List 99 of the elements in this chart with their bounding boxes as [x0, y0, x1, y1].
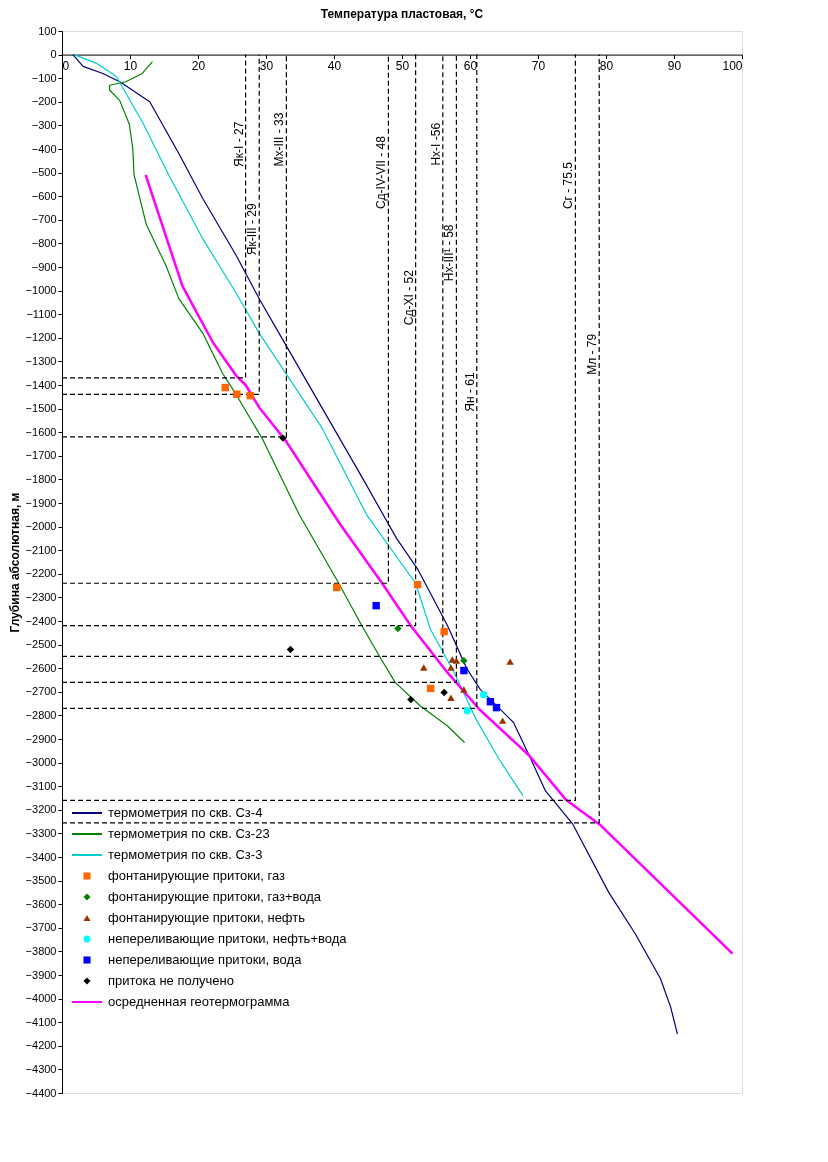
annotation: Сд-IV-VII - 48 — [374, 135, 389, 210]
y-tick-label: −2100 — [25, 543, 57, 556]
point — [460, 666, 468, 675]
annotation: Мх-III - 33 — [272, 112, 287, 167]
x-tick-label: 100 — [722, 59, 743, 74]
annotation: Мл - 79 — [585, 333, 600, 375]
legend-label: фонтанирующие притоки, газ — [108, 868, 285, 883]
point — [233, 390, 241, 398]
y-tick-label: −2500 — [25, 638, 57, 651]
legend-label: термометрия по скв. Сз-4 — [108, 805, 263, 820]
point — [463, 706, 471, 715]
annotation: Як-III - 29 — [245, 202, 260, 256]
point — [447, 694, 455, 701]
y-tick-label: −2000 — [25, 520, 57, 533]
y-tick-label: −2200 — [25, 567, 57, 580]
point — [506, 658, 514, 665]
point — [460, 686, 468, 693]
point — [440, 627, 448, 636]
legend-label: фонтанирующие притоки, газ+вода — [108, 889, 322, 904]
y-tick-label: −300 — [31, 118, 57, 131]
y-tick-label: −500 — [31, 166, 57, 179]
y-tick-label: −900 — [31, 260, 57, 273]
y-tick-label: −3400 — [25, 850, 57, 863]
point — [221, 383, 229, 392]
annotation: Сг - 75.5 — [561, 161, 576, 210]
legend-label: непереливающие притоки, вода — [108, 952, 303, 967]
annotation: Нх-I -56 — [428, 122, 443, 166]
y-tick-label: −1200 — [25, 331, 57, 344]
x-tick-label: 50 — [395, 59, 410, 74]
y-tick-label: −1700 — [25, 449, 57, 462]
y-tick-label: −3700 — [25, 921, 57, 934]
legend-label: термометрия по скв. Сз-3 — [108, 847, 263, 862]
point — [498, 717, 507, 724]
x-tick-label: 0 — [62, 59, 70, 74]
y-tick-label: −1100 — [26, 307, 57, 320]
legend-label: осредненная геотермограмма — [108, 994, 291, 1009]
y-tick-label: −1300 — [25, 354, 57, 367]
y-tick-label: −2900 — [25, 732, 57, 745]
y-tick-label: −2700 — [25, 685, 57, 698]
annotation: Ян - 61 — [462, 372, 477, 412]
x-tick-label: 40 — [327, 59, 342, 74]
point — [452, 657, 461, 664]
x-tick-label: 10 — [123, 59, 138, 74]
y-tick-label: −600 — [31, 189, 57, 202]
x-tick-label: 70 — [531, 59, 546, 74]
y-tick-label: −3800 — [25, 944, 57, 957]
point — [479, 690, 488, 699]
y-tick-label: −700 — [31, 213, 57, 226]
line-series — [109, 61, 466, 744]
y-tick-label: −2800 — [25, 708, 57, 721]
y-tick-label: −1000 — [25, 284, 57, 297]
x-tick-label: 80 — [599, 59, 614, 74]
x-tick-label: 60 — [463, 59, 478, 74]
x-tick-label: 30 — [259, 59, 274, 74]
y-tick-label: −1800 — [25, 472, 57, 485]
y-axis-title: Глубина абсолютная, м — [7, 492, 22, 633]
point — [460, 656, 468, 665]
y-tick-label: −4300 — [25, 1062, 57, 1075]
point — [286, 645, 295, 654]
y-tick-label: −4100 — [25, 1015, 57, 1028]
legend-label: фонтанирующие притоки, нефть — [108, 910, 306, 925]
y-tick-label: −1900 — [25, 496, 57, 509]
legend-label: притока не получено — [108, 973, 234, 988]
y-tick-label: −3000 — [25, 756, 57, 769]
point — [407, 695, 415, 704]
y-tick-label: −1500 — [25, 402, 57, 415]
point — [440, 688, 448, 697]
y-tick-label: −800 — [31, 236, 57, 249]
x-tick-label: 90 — [667, 59, 682, 74]
y-tick-label: −3300 — [25, 826, 57, 839]
y-tick-label: −3100 — [25, 779, 57, 792]
annotation: Нх-III¹ - 58 — [442, 224, 457, 282]
y-tick-label: −4000 — [25, 992, 57, 1005]
y-tick-label: −3200 — [25, 803, 57, 816]
y-tick-label: −4400 — [25, 1086, 57, 1099]
y-tick-label: 0 — [50, 48, 57, 61]
y-tick-label: −4200 — [25, 1039, 57, 1052]
y-tick-label: −1600 — [25, 425, 57, 438]
point — [447, 664, 455, 671]
y-tick-label: −1400 — [25, 378, 57, 391]
y-tick-label: −3900 — [25, 968, 57, 981]
y-tick-label: −2300 — [25, 590, 57, 603]
point — [372, 601, 380, 610]
legend-label: непереливающие притоки, нефть+вода — [108, 931, 348, 946]
y-tick-label: −2400 — [25, 614, 57, 627]
y-tick-label: 100 — [38, 24, 57, 37]
x-tick-label: 20 — [191, 59, 206, 74]
y-tick-label: −2600 — [25, 661, 57, 674]
y-tick-label: −100 — [31, 71, 57, 84]
annotation: Як-I - 27 — [231, 121, 246, 167]
legend-label: термометрия по скв. Сз-23 — [108, 826, 270, 841]
y-tick-label: −400 — [31, 142, 57, 155]
y-tick-label: −3500 — [25, 874, 57, 887]
point — [420, 664, 428, 671]
y-tick-label: −3600 — [25, 897, 57, 910]
annotation: Сд-XI - 52 — [401, 269, 416, 326]
point — [394, 624, 402, 633]
x-axis-title: Температура пластовая, °C — [320, 7, 484, 21]
y-tick-label: −200 — [31, 95, 57, 108]
